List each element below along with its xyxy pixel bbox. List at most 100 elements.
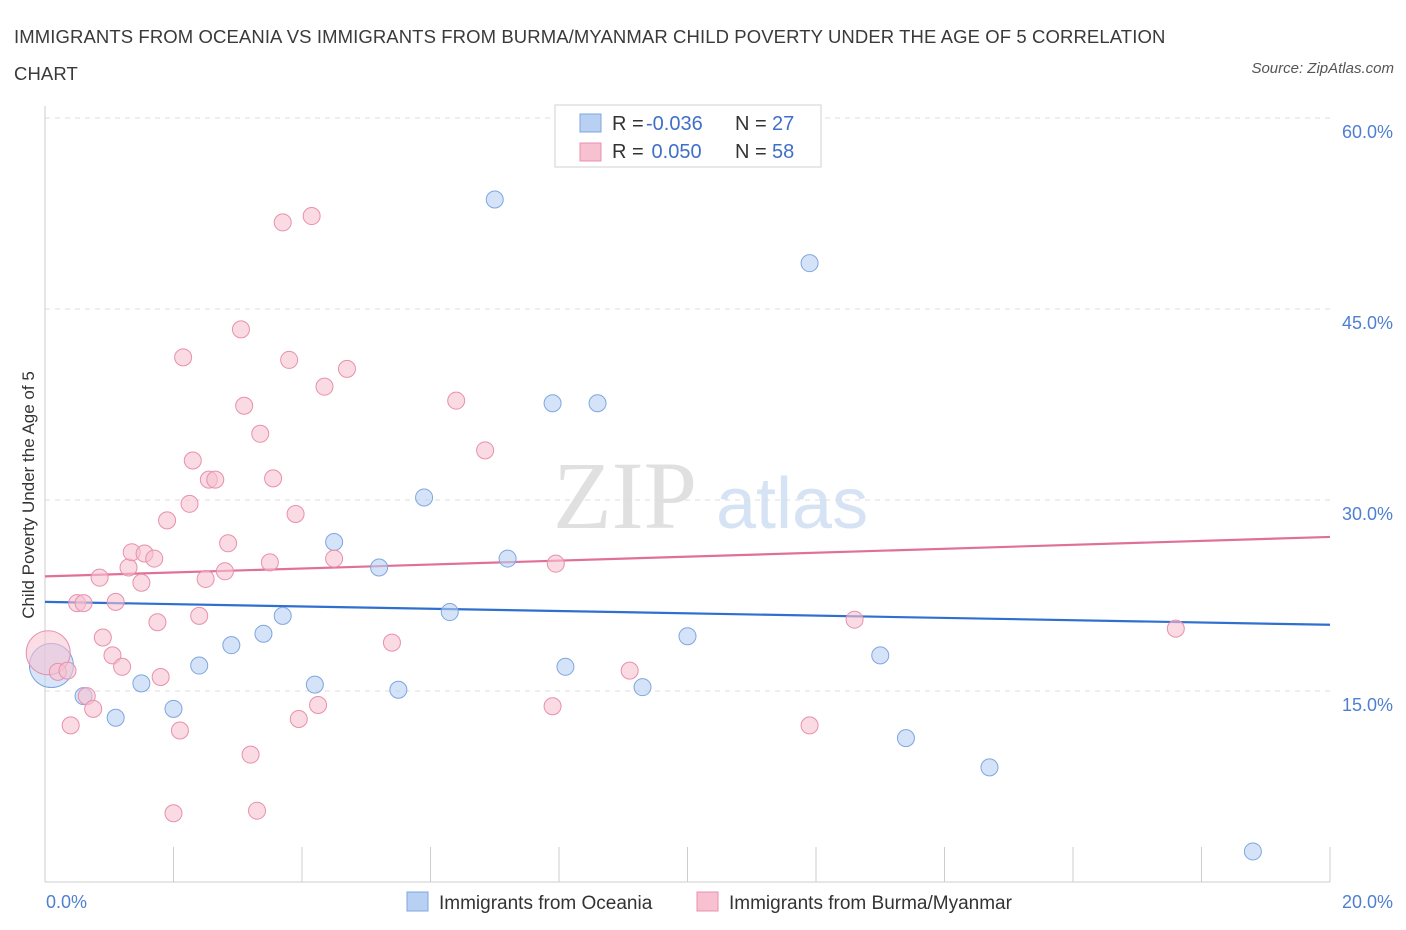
point-burma — [235, 396, 254, 415]
point-burma — [206, 470, 225, 489]
point-burma — [337, 359, 356, 378]
point-oceania — [415, 488, 434, 507]
point-oceania — [305, 675, 324, 694]
x-tick-label-max: 20.0% — [1342, 892, 1393, 912]
point-burma — [280, 350, 299, 369]
chart-source: Source: ZipAtlas.com — [1251, 60, 1394, 77]
legend-swatch-burma — [579, 142, 602, 162]
point-burma — [164, 804, 183, 823]
point-oceania — [871, 646, 890, 665]
point-burma — [1166, 619, 1185, 638]
point-burma — [106, 592, 125, 611]
legend-r-label-burma: R = — [612, 141, 644, 163]
legend-n-value-burma: 58 — [772, 141, 794, 163]
point-burma — [158, 511, 177, 530]
bottom-legend-label-oceania: Immigrants from Oceania — [439, 893, 653, 914]
point-oceania — [190, 656, 209, 675]
point-burma — [132, 573, 151, 592]
point-burma — [170, 721, 189, 740]
point-burma — [151, 667, 170, 686]
axes — [44, 106, 1331, 883]
point-burma — [180, 494, 199, 513]
point-burma — [325, 549, 344, 568]
point-burma — [382, 633, 401, 652]
point-oceania — [132, 674, 151, 693]
point-oceania — [254, 624, 273, 643]
point-burma — [145, 549, 164, 568]
point-burma — [93, 628, 112, 647]
point-burma — [74, 594, 93, 613]
point-oceania — [370, 558, 389, 577]
y-tick-label: 15.0% — [1342, 695, 1393, 715]
point-oceania — [896, 729, 915, 748]
y-axis-label: Child Poverty Under the Age of 5 — [19, 371, 38, 619]
point-burma — [273, 213, 292, 232]
x-tick-label-min: 0.0% — [46, 892, 87, 912]
bottom-legend: Immigrants from Oceania Immigrants from … — [406, 891, 1013, 914]
legend-n-label-burma: N = — [735, 141, 767, 163]
point-oceania — [106, 708, 125, 727]
point-burma — [286, 505, 305, 524]
point-oceania — [485, 190, 504, 209]
point-burma — [800, 716, 819, 735]
point-burma — [215, 562, 234, 581]
y-tick-label: 60.0% — [1342, 122, 1393, 142]
point-burma — [251, 424, 270, 443]
point-burma — [113, 657, 132, 676]
trend-lines — [44, 535, 1331, 626]
legend-n-value-oceania: 27 — [772, 113, 794, 135]
point-burma — [302, 207, 321, 226]
point-burma — [476, 441, 495, 460]
data-points — [25, 190, 1262, 861]
point-burma — [61, 716, 80, 735]
point-burma — [231, 320, 250, 339]
y-tick-label: 45.0% — [1342, 313, 1393, 333]
point-burma — [90, 568, 109, 587]
point-burma — [260, 553, 279, 572]
point-burma — [190, 606, 209, 625]
point-burma — [84, 699, 103, 718]
point-burma — [264, 469, 283, 488]
point-burma — [845, 610, 864, 629]
point-oceania — [164, 699, 183, 718]
point-burma — [315, 377, 334, 396]
trend-line-oceania — [44, 600, 1331, 626]
y-tick-labels: 15.0% 30.0% 45.0% 60.0% — [1342, 122, 1393, 715]
point-burma — [620, 661, 639, 680]
point-oceania — [440, 603, 459, 622]
legend-r-label-oceania: R = — [612, 113, 644, 135]
watermark-zip: ZIP — [553, 442, 697, 549]
legend-n-label-oceania: N = — [735, 113, 767, 135]
watermark-atlas: atlas — [716, 464, 868, 544]
legend-r-value-burma: 0.050 — [646, 141, 702, 163]
point-burma — [289, 710, 308, 729]
point-oceania — [588, 394, 607, 413]
point-burma — [447, 391, 466, 410]
point-oceania — [800, 254, 819, 273]
point-oceania — [543, 394, 562, 413]
point-burma — [103, 646, 122, 665]
trend-line-burma — [44, 535, 1331, 578]
point-oceania — [556, 657, 575, 676]
point-burma — [546, 554, 565, 573]
chart-title: IMMIGRANTS FROM OCEANIA VS IMMIGRANTS FR… — [14, 26, 1166, 84]
legend-r-value-oceania: -0.036 — [646, 113, 703, 135]
point-burma — [219, 534, 238, 553]
point-burma — [241, 745, 260, 764]
point-oceania — [633, 678, 652, 697]
point-burma — [196, 569, 215, 588]
bottom-legend-swatch-burma — [696, 891, 719, 912]
point-oceania — [325, 533, 344, 552]
y-tick-label: 30.0% — [1342, 504, 1393, 524]
point-oceania — [389, 680, 408, 699]
point-oceania — [980, 758, 999, 777]
legend-box: R = -0.036 N = 27 R = 0.050 N = 58 — [554, 104, 822, 168]
point-oceania — [273, 606, 292, 625]
bottom-legend-swatch-oceania — [406, 891, 429, 912]
point-burma — [58, 661, 77, 680]
point-oceania — [1243, 842, 1262, 861]
point-burma — [543, 697, 562, 716]
legend-swatch-oceania — [579, 113, 602, 133]
point-oceania — [678, 627, 697, 646]
point-burma — [309, 696, 328, 715]
